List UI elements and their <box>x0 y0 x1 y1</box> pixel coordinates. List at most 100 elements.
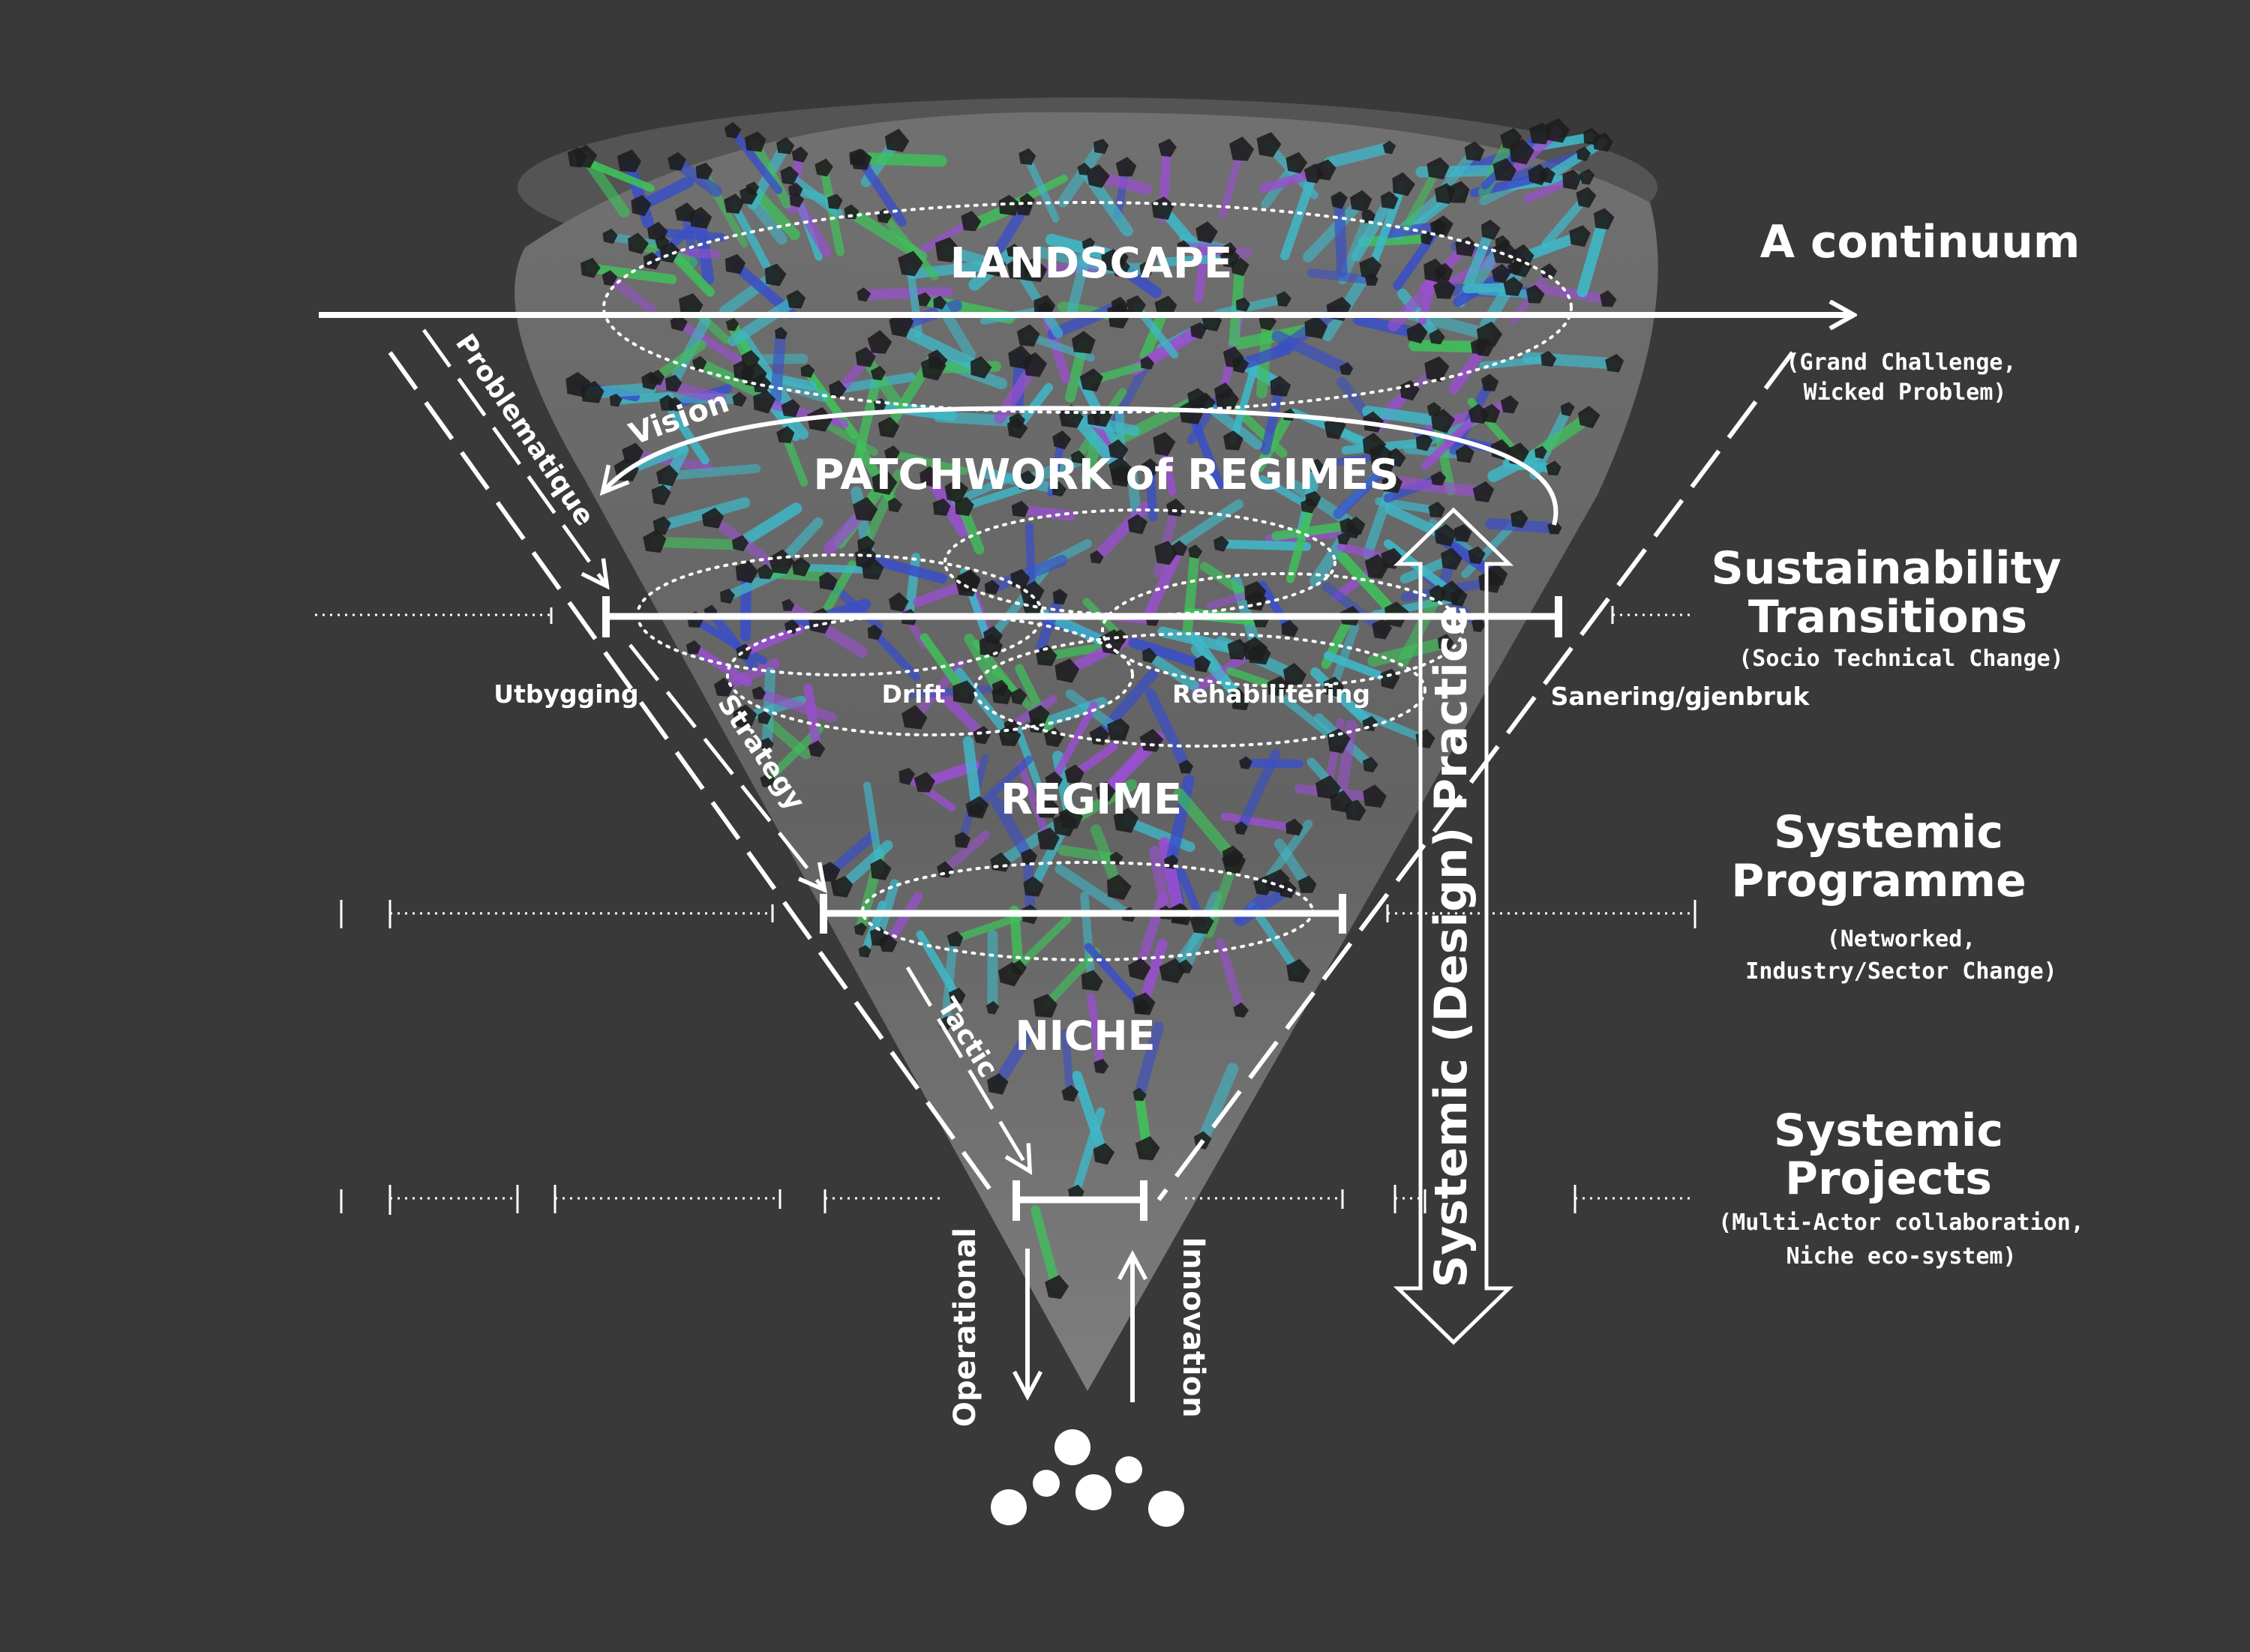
network-node <box>1500 127 1522 150</box>
network-node <box>898 250 923 277</box>
network-link <box>973 755 1034 812</box>
network-node <box>740 186 758 205</box>
network-node <box>784 619 800 634</box>
network-node <box>725 318 740 331</box>
network-node <box>1021 848 1038 865</box>
network-link <box>887 449 968 475</box>
continuum-sub-2: Wicked Problem) <box>1804 379 2007 406</box>
network-node <box>1139 728 1164 752</box>
programme-title-2: Programme <box>1731 855 2026 907</box>
network-node <box>1286 958 1311 983</box>
network-node <box>1455 444 1474 463</box>
network-node <box>782 598 795 611</box>
network-node <box>1276 291 1292 307</box>
network-node <box>1232 355 1250 373</box>
network-link <box>1047 436 1066 497</box>
network-node <box>878 934 898 952</box>
network-node <box>1454 524 1472 542</box>
network-link <box>647 217 704 266</box>
network-node <box>856 287 872 302</box>
network-node <box>830 875 854 898</box>
network-node <box>1579 169 1595 185</box>
network-node <box>857 535 875 553</box>
network-node <box>580 380 604 403</box>
network-node <box>641 371 660 390</box>
network-node <box>979 634 1004 658</box>
network-node <box>1323 676 1344 697</box>
network-link <box>1196 1063 1239 1147</box>
network-link <box>880 211 939 280</box>
network-node <box>998 194 1020 216</box>
network-link <box>1303 196 1366 262</box>
network-link <box>1402 164 1442 232</box>
network-link <box>734 502 802 550</box>
network-link <box>729 199 775 277</box>
network-link <box>759 566 824 582</box>
network-node <box>1178 959 1193 974</box>
network-link <box>860 553 948 584</box>
network-node <box>1236 297 1250 312</box>
network-node <box>1415 433 1433 451</box>
network-node <box>1052 589 1068 605</box>
network-link <box>1214 295 1288 319</box>
niche-dots <box>991 1429 1184 1527</box>
network-link <box>1531 283 1613 304</box>
network-node <box>1437 634 1454 650</box>
projects-sub-1: (Multi-Actor collaboration, <box>1718 1210 2084 1236</box>
network-node <box>753 390 776 414</box>
network-link <box>959 482 1033 511</box>
network-node <box>1267 676 1289 697</box>
network-node <box>992 685 1012 705</box>
network-node <box>1420 231 1434 245</box>
network-node <box>1361 209 1376 223</box>
network-node <box>850 149 872 170</box>
network-node <box>1539 166 1556 184</box>
network-node <box>920 355 946 381</box>
network-node <box>1282 663 1306 686</box>
network-node <box>724 121 742 139</box>
network-node <box>1028 705 1050 727</box>
network-node <box>764 263 787 286</box>
network-node <box>1094 1058 1109 1074</box>
network-node <box>1018 148 1036 166</box>
operational-text: Operational <box>948 1228 982 1427</box>
network-link <box>1271 521 1352 541</box>
landscape-label: LANDSCAPE <box>950 239 1232 288</box>
network-link <box>1271 330 1352 375</box>
network-node <box>1286 151 1308 174</box>
programme-title-1: Systemic <box>1774 806 2003 859</box>
network-node <box>973 726 992 745</box>
network-node <box>668 397 682 412</box>
network-node <box>1540 263 1558 280</box>
network-node <box>1605 354 1624 373</box>
network-node <box>1362 433 1387 457</box>
network-node <box>1020 580 1045 605</box>
network-node <box>946 931 964 946</box>
network-link <box>934 297 976 361</box>
network-link <box>1086 993 1106 1071</box>
network-link <box>1133 1021 1164 1101</box>
network-node <box>1239 756 1252 769</box>
network-node <box>760 772 776 788</box>
network-node <box>741 349 760 369</box>
network-node <box>1089 725 1110 745</box>
network-node <box>1547 520 1562 535</box>
network-node <box>1594 208 1615 230</box>
network-node <box>1052 481 1067 497</box>
network-link <box>644 375 727 405</box>
network-node <box>792 557 811 577</box>
network-link <box>870 628 921 682</box>
transitions-sub: (Socio Technical Change) <box>1738 646 2063 672</box>
network-node <box>689 206 712 229</box>
network-node <box>1363 784 1387 808</box>
network-link <box>1216 938 1246 1015</box>
network-node <box>1011 500 1029 517</box>
network-node <box>1424 356 1450 382</box>
network-node <box>664 374 682 392</box>
network-link <box>1544 138 1607 181</box>
network-link <box>649 536 749 550</box>
network-link <box>1015 504 1076 521</box>
network-link <box>962 736 982 815</box>
network-node <box>970 356 992 379</box>
